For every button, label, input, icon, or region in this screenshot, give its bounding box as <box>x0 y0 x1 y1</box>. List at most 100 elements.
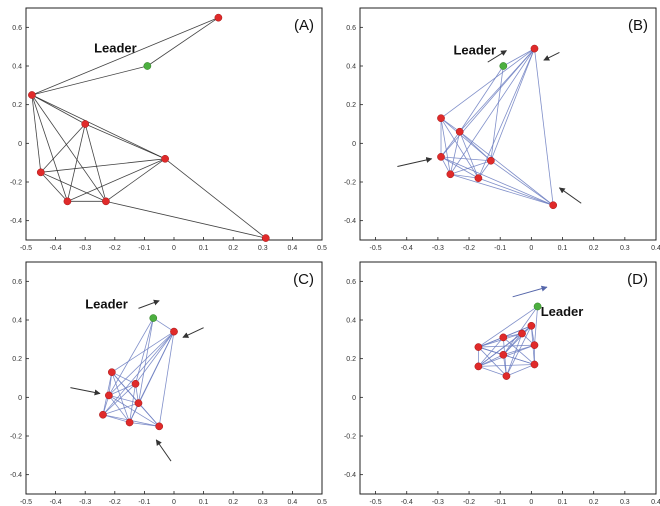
network-edge <box>108 395 160 427</box>
x-tick-label: 0.3 <box>258 499 268 506</box>
x-tick-label: -0.4 <box>401 245 413 252</box>
panel-frame <box>359 261 657 495</box>
agent-node <box>170 327 178 336</box>
agent-node <box>125 418 134 427</box>
y-tick-label: 0.6 <box>346 25 356 32</box>
network-edge <box>108 317 154 396</box>
x-tick-label: -0.1 <box>138 245 150 252</box>
motion-arrow <box>155 439 172 462</box>
y-tick-label: 0 <box>18 395 22 402</box>
network-edge <box>129 331 175 423</box>
network-edge <box>108 331 175 396</box>
network-edge <box>153 317 175 332</box>
network-edge <box>147 17 219 67</box>
agent-node <box>63 197 72 206</box>
x-tick-label: 0.3 <box>258 245 268 252</box>
network-edge <box>459 131 492 162</box>
network-edge <box>105 158 166 202</box>
network-edge <box>31 65 148 96</box>
panel-frame <box>359 7 657 241</box>
y-tick-label: 0.2 <box>346 356 356 363</box>
x-tick-label: -0.1 <box>138 499 150 506</box>
network-edge <box>478 344 535 348</box>
x-tick-label: 0.3 <box>620 499 630 506</box>
x-tick-label: 0.3 <box>620 245 630 252</box>
network-edge <box>459 131 479 179</box>
x-tick-label: 0.4 <box>288 499 298 506</box>
network-edge <box>40 158 166 173</box>
agent-node <box>499 350 508 359</box>
network-edge <box>67 158 166 202</box>
y-tick-label: -0.2 <box>344 180 356 187</box>
motion-arrow <box>512 285 548 298</box>
network-edge <box>450 173 554 206</box>
network-edge <box>40 171 107 202</box>
motion-arrow <box>138 299 160 309</box>
y-tick-label: 0 <box>18 141 22 148</box>
panel-d: -0.5 -0.4 -0.3 -0.2 -0.1 0 0.1 0.2 0.3 0.4 -0.4 -0.… <box>344 261 660 506</box>
network-edge <box>164 158 267 239</box>
leader-label: Leader <box>453 42 496 57</box>
agent-node <box>102 197 110 206</box>
network-edge <box>490 65 504 161</box>
agent-node <box>530 360 539 369</box>
y-tick-label: -0.2 <box>10 180 22 187</box>
x-tick-label: -0.1 <box>494 245 506 252</box>
network-edge <box>478 48 535 179</box>
x-tick-label: -0.5 <box>20 499 32 506</box>
agent-node <box>499 333 508 342</box>
network-edge <box>478 333 523 348</box>
network-edge <box>108 395 130 423</box>
agent-node <box>36 168 45 177</box>
agent-node <box>155 422 164 431</box>
network-edge <box>31 94 86 125</box>
network-edge <box>67 123 86 202</box>
y-tick-label: -0.2 <box>10 434 22 441</box>
leader-label: Leader <box>541 304 584 319</box>
network-edge <box>31 94 68 202</box>
network-edge <box>102 383 136 416</box>
network-edge <box>31 94 107 202</box>
network-edge <box>478 354 504 367</box>
x-tick-label: -0.2 <box>463 245 475 252</box>
panel-a: -0.5 -0.4 -0.3 -0.2 -0.1 0 0.1 0.2 0.3 0.4 0.5 -0.4… <box>10 7 327 252</box>
motion-arrow <box>487 50 507 63</box>
network-edge <box>534 306 538 346</box>
x-tick-label: -0.3 <box>432 499 444 506</box>
network-edge <box>478 364 535 367</box>
y-tick-label: -0.4 <box>10 218 22 225</box>
agent-node <box>530 44 539 53</box>
y-tick-label: 0.6 <box>12 279 22 286</box>
network-edge <box>102 402 139 416</box>
network-edge <box>31 17 219 96</box>
x-tick-label: 0.5 <box>317 499 327 506</box>
x-tick-label: -0.5 <box>370 499 382 506</box>
y-tick-label: 0.2 <box>346 102 356 109</box>
network-edge <box>440 156 491 162</box>
agent-node <box>527 321 536 330</box>
motion-arrow <box>543 52 560 61</box>
agent-node <box>474 343 483 351</box>
network-edge <box>84 123 107 202</box>
network-edge <box>478 366 507 377</box>
network-edge <box>31 94 166 160</box>
agent-node <box>487 156 495 165</box>
x-tick-label: 0.1 <box>558 499 568 506</box>
agent-node <box>28 91 36 99</box>
leader-node <box>143 62 152 70</box>
network-edge <box>450 160 491 175</box>
agent-node <box>530 341 539 349</box>
y-tick-label: -0.4 <box>344 218 356 225</box>
network-edge <box>440 131 461 158</box>
x-tick-label: 0.5 <box>317 245 327 252</box>
agent-node <box>518 329 526 338</box>
x-tick-label: -0.4 <box>50 499 62 506</box>
x-tick-label: 0.4 <box>288 245 298 252</box>
y-tick-label: 0.6 <box>346 279 356 286</box>
x-tick-label: -0.3 <box>79 499 91 506</box>
network-edge <box>40 123 86 173</box>
x-tick-label: 0.2 <box>589 499 599 506</box>
network-edge <box>31 94 42 173</box>
leader-label: Leader <box>94 40 137 55</box>
